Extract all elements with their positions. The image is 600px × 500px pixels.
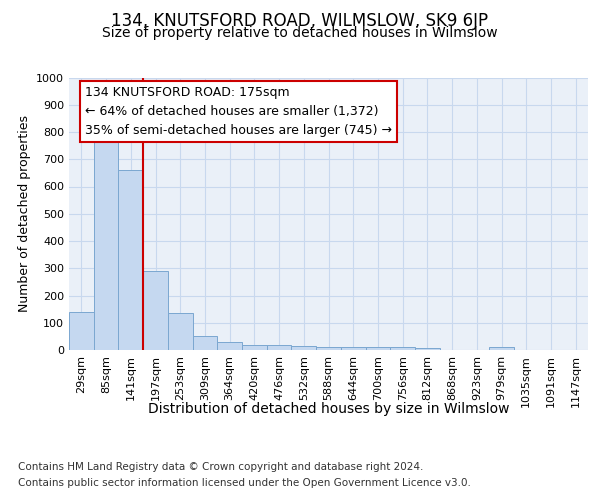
Text: 134 KNUTSFORD ROAD: 175sqm
← 64% of detached houses are smaller (1,372)
35% of s: 134 KNUTSFORD ROAD: 175sqm ← 64% of deta… bbox=[85, 86, 392, 136]
Bar bbox=[365, 348, 390, 350]
Y-axis label: Number of detached properties: Number of detached properties bbox=[17, 116, 31, 312]
Text: Contains public sector information licensed under the Open Government Licence v3: Contains public sector information licen… bbox=[18, 478, 471, 488]
Text: 134, KNUTSFORD ROAD, WILMSLOW, SK9 6JP: 134, KNUTSFORD ROAD, WILMSLOW, SK9 6JP bbox=[112, 12, 488, 30]
Bar bbox=[316, 348, 341, 350]
Bar bbox=[341, 348, 365, 350]
Bar bbox=[118, 170, 143, 350]
Text: Distribution of detached houses by size in Wilmslow: Distribution of detached houses by size … bbox=[148, 402, 509, 416]
Bar bbox=[193, 336, 217, 350]
Bar bbox=[390, 348, 415, 350]
Bar bbox=[143, 271, 168, 350]
Bar bbox=[168, 313, 193, 350]
Bar bbox=[242, 345, 267, 350]
Text: Size of property relative to detached houses in Wilmslow: Size of property relative to detached ho… bbox=[102, 26, 498, 40]
Text: Contains HM Land Registry data © Crown copyright and database right 2024.: Contains HM Land Registry data © Crown c… bbox=[18, 462, 424, 472]
Bar bbox=[415, 348, 440, 350]
Bar bbox=[489, 348, 514, 350]
Bar bbox=[217, 342, 242, 350]
Bar bbox=[292, 346, 316, 350]
Bar bbox=[94, 138, 118, 350]
Bar bbox=[267, 345, 292, 350]
Bar bbox=[69, 312, 94, 350]
